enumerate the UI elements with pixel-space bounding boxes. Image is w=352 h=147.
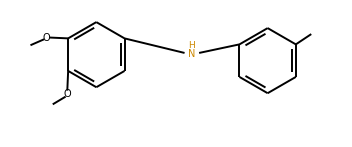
Text: O: O <box>42 32 50 42</box>
Text: O: O <box>63 89 71 99</box>
Text: N: N <box>188 49 195 59</box>
Text: H: H <box>188 41 195 50</box>
